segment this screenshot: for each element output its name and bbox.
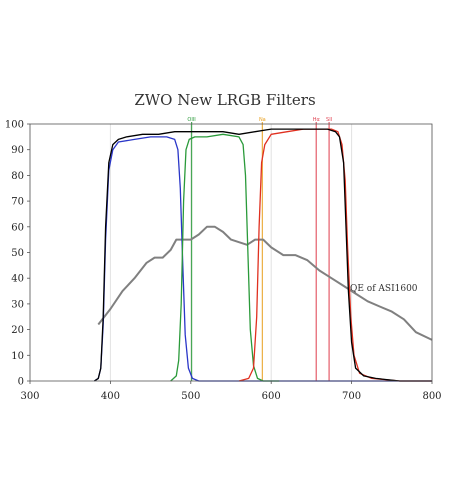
x-tick-label-400: 400 [101,391,120,402]
marker-label-sii: SII [326,117,332,123]
marker-label-oiii: OIII [187,117,195,123]
y-tick-label-90: 90 [11,145,24,156]
marker-lines: OIII Na Hα SII [187,117,332,381]
x-tick-label-500: 500 [181,391,200,402]
plot-frame [29,123,433,382]
x-tick-label-800: 800 [422,391,441,402]
annotation-qe-label: QE of ASI1600 [350,284,418,294]
grid [29,124,433,381]
chart-title: ZWO New LRGB Filters [134,91,315,109]
series-lines [93,128,433,382]
y-tick-label-20: 20 [11,325,24,336]
y-tick-label-40: 40 [11,274,24,285]
x-tick-label-700: 700 [342,391,361,402]
y-tick-label-0: 0 [18,377,24,388]
y-tick-label-30: 30 [11,299,24,310]
annotations: QE of ASI1600 [350,284,418,294]
x-tick-label-300: 300 [20,391,39,402]
y-tick-label-10: 10 [11,351,24,362]
marker-label-h: Hα [313,117,321,123]
marker-label-na: Na [259,117,266,123]
series-line-4 [238,128,432,382]
series-line-2 [93,136,432,382]
series-line-1 [93,128,432,382]
y-tick-label-60: 60 [11,222,24,233]
x-tick-labels: 300 400 500 600 700 800 [20,391,441,402]
axes [27,123,433,384]
y-tick-label-50: 50 [11,248,24,259]
y-tick-label-100: 100 [5,120,24,131]
x-tick-label-600: 600 [262,391,281,402]
y-tick-label-80: 80 [11,171,24,182]
y-tick-labels: 0 10 20 30 40 50 60 70 80 90 100 [5,120,24,388]
y-tick-label-70: 70 [11,197,24,208]
series-line-5 [97,225,433,341]
